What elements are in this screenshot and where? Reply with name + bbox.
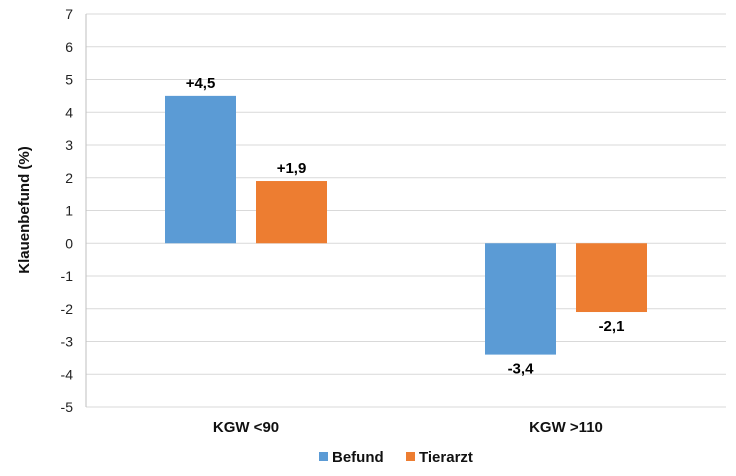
x-tick-label: KGW <90: [213, 419, 279, 436]
bar-befund-0: [165, 95, 236, 244]
bars: [165, 95, 647, 355]
data-label: +4,5: [186, 75, 216, 92]
data-label: +1,9: [277, 160, 307, 177]
y-tick-label: 4: [65, 104, 73, 120]
y-tick-label: 5: [65, 72, 73, 88]
legend: Befund Tierarzt: [319, 449, 473, 466]
data-label: -2,1: [599, 318, 625, 335]
y-tick-label: -4: [61, 366, 74, 382]
y-tick-label: -5: [61, 399, 74, 415]
y-tick-label: 2: [65, 170, 73, 186]
bar-tierarzt-1: [576, 243, 647, 313]
y-tick-label: -1: [61, 268, 74, 284]
y-tick-label: 7: [65, 6, 73, 22]
y-tick-label: 3: [65, 137, 73, 153]
bar-befund-1: [485, 243, 556, 355]
x-tick-label: KGW >110: [529, 419, 603, 436]
category-labels: KGW <90 KGW >110: [213, 419, 603, 436]
legend-label-tierarzt: Tierarzt: [419, 449, 473, 466]
data-labels: +4,5 +1,9 -3,4 -2,1: [186, 75, 625, 378]
legend-swatch-befund: [319, 452, 328, 461]
bar-tierarzt-0: [256, 181, 327, 244]
y-axis-label: Klauenbefund (%): [16, 146, 33, 274]
y-tick-label: -3: [61, 334, 74, 350]
data-label: -3,4: [508, 361, 535, 378]
y-tick-label: -2: [61, 301, 74, 317]
y-tick-label: 0: [65, 235, 73, 251]
y-tick-labels: 7 6 5 4 3 2 1 0 -1 -2 -3 -4 -5: [61, 6, 74, 415]
legend-swatch-tierarzt: [406, 452, 415, 461]
y-tick-label: 1: [65, 203, 73, 219]
y-tick-label: 6: [65, 39, 73, 55]
legend-label-befund: Befund: [332, 449, 384, 466]
